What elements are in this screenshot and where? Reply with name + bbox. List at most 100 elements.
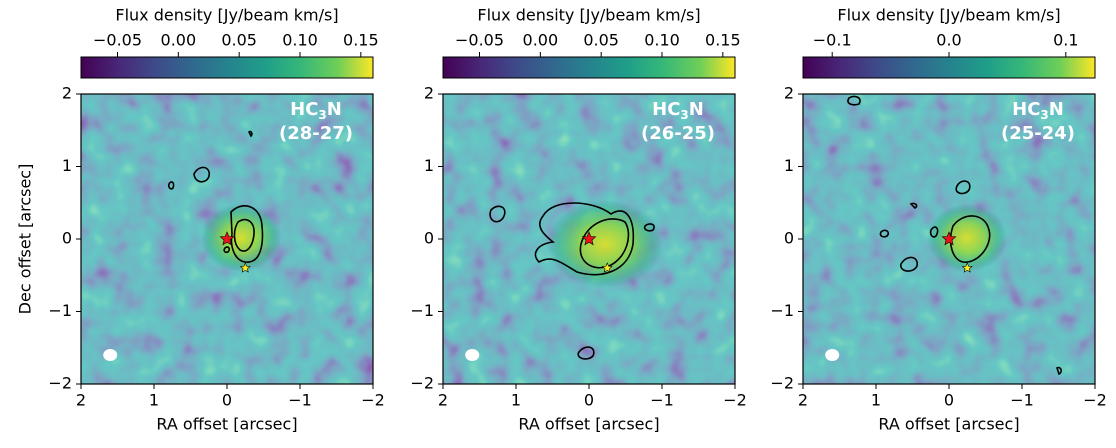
x-tick-label: 1 xyxy=(871,391,881,410)
contour xyxy=(193,166,210,183)
star-marker xyxy=(961,262,973,273)
annotation-end: N xyxy=(689,99,704,120)
contour xyxy=(879,229,890,238)
contour xyxy=(223,246,231,254)
y-tick-label: −2 xyxy=(410,374,434,393)
y-tick-label: 1 xyxy=(784,156,794,175)
contour xyxy=(233,218,255,252)
colorbar-tick-label: 0.05 xyxy=(221,31,257,50)
annotation-line2: (28-27) xyxy=(279,123,353,144)
contour xyxy=(909,202,918,209)
colorbar-tick-label: 0.0 xyxy=(936,31,961,50)
y-tick-label: 0 xyxy=(424,229,434,248)
contour xyxy=(489,205,506,223)
colorbar-tick-label: 0.10 xyxy=(644,31,680,50)
x-axis-label: RA offset [arcsec] xyxy=(518,415,659,434)
contour xyxy=(929,226,939,238)
beam xyxy=(465,349,480,361)
annotation-main: HC xyxy=(290,99,318,120)
annotation-line2: (25-24) xyxy=(1001,123,1075,144)
x-axis-label: RA offset [arcsec] xyxy=(156,415,297,434)
x-tick-label: −1 xyxy=(288,391,312,410)
y-tick-label: −2 xyxy=(770,374,794,393)
annotation-line2: (26-25) xyxy=(641,123,715,144)
emission xyxy=(927,204,1007,272)
star-marker xyxy=(941,231,957,246)
colorbar xyxy=(442,56,736,79)
colorbar-tick-label: 0.00 xyxy=(161,31,197,50)
y-axis-label: Dec offset [arcsec] xyxy=(16,164,35,315)
annotation: HC3N xyxy=(652,99,704,122)
y-tick-label: 1 xyxy=(62,156,72,175)
x-tick-label: −2 xyxy=(361,391,385,410)
annotation-main: HC xyxy=(1012,99,1040,120)
contour xyxy=(577,346,595,360)
y-tick-label: −1 xyxy=(410,301,434,320)
colorbar-tick-label: 0.00 xyxy=(523,31,559,50)
annotation-end: N xyxy=(327,99,342,120)
colorbar-label: Flux density [Jy/beam km/s] xyxy=(837,6,1060,25)
x-tick-label: −1 xyxy=(650,391,674,410)
contour xyxy=(847,95,861,106)
colorbar-tick-label: −0.1 xyxy=(813,31,852,50)
x-axis-label: RA offset [arcsec] xyxy=(878,415,1019,434)
x-tick-label: 1 xyxy=(511,391,521,410)
x-tick-label: 2 xyxy=(438,391,448,410)
colorbar-tick-label: 0.15 xyxy=(343,31,379,50)
y-tick-label: −1 xyxy=(770,301,794,320)
colorbar xyxy=(802,56,1096,79)
annotation-sub: 3 xyxy=(680,108,688,122)
emission xyxy=(547,200,663,288)
y-tick-label: 2 xyxy=(62,84,72,103)
contour xyxy=(955,180,971,195)
y-tick-label: 1 xyxy=(424,156,434,175)
y-tick-label: 0 xyxy=(62,229,72,248)
y-tick-label: 2 xyxy=(784,84,794,103)
star-marker xyxy=(239,262,251,273)
annotation-main: HC xyxy=(652,99,680,120)
y-tick-label: −2 xyxy=(48,374,72,393)
colorbar-tick-label: 0.05 xyxy=(583,31,619,50)
colorbar-label: Flux density [Jy/beam km/s] xyxy=(477,6,700,25)
x-tick-label: 0 xyxy=(222,391,232,410)
x-tick-label: 0 xyxy=(584,391,594,410)
contour xyxy=(900,256,918,272)
x-tick-label: −1 xyxy=(1010,391,1034,410)
contour xyxy=(248,130,253,138)
emission xyxy=(201,204,281,272)
y-tick-label: −1 xyxy=(48,301,72,320)
star-marker xyxy=(219,231,235,246)
colorbar-label: Flux density [Jy/beam km/s] xyxy=(115,6,338,25)
x-tick-label: 1 xyxy=(149,391,159,410)
colorbar xyxy=(80,56,374,79)
y-tick-label: 0 xyxy=(784,229,794,248)
colorbar-tick-label: 0.15 xyxy=(705,31,741,50)
beam xyxy=(825,349,840,361)
colorbar-tick-label: 0.10 xyxy=(282,31,318,50)
annotation-sub: 3 xyxy=(318,108,326,122)
beam xyxy=(103,349,118,361)
contour xyxy=(534,202,635,276)
contour xyxy=(1056,366,1062,376)
x-tick-label: 0 xyxy=(944,391,954,410)
annotation-sub: 3 xyxy=(1040,108,1048,122)
contour xyxy=(168,181,175,190)
colorbar-tick-label: −0.05 xyxy=(93,31,142,50)
x-tick-label: 2 xyxy=(76,391,86,410)
colorbar-tick-label: −0.05 xyxy=(455,31,504,50)
annotation: HC3N xyxy=(1012,99,1064,122)
colorbar-tick-label: 0.1 xyxy=(1053,31,1078,50)
star-marker xyxy=(581,231,597,246)
annotation: HC3N xyxy=(290,99,342,122)
star-marker xyxy=(601,262,613,273)
annotation-end: N xyxy=(1049,99,1064,120)
contour xyxy=(643,223,655,232)
y-tick-label: 2 xyxy=(424,84,434,103)
x-tick-label: 2 xyxy=(798,391,808,410)
x-tick-label: −2 xyxy=(723,391,747,410)
x-tick-label: −2 xyxy=(1083,391,1107,410)
contour xyxy=(949,215,991,263)
